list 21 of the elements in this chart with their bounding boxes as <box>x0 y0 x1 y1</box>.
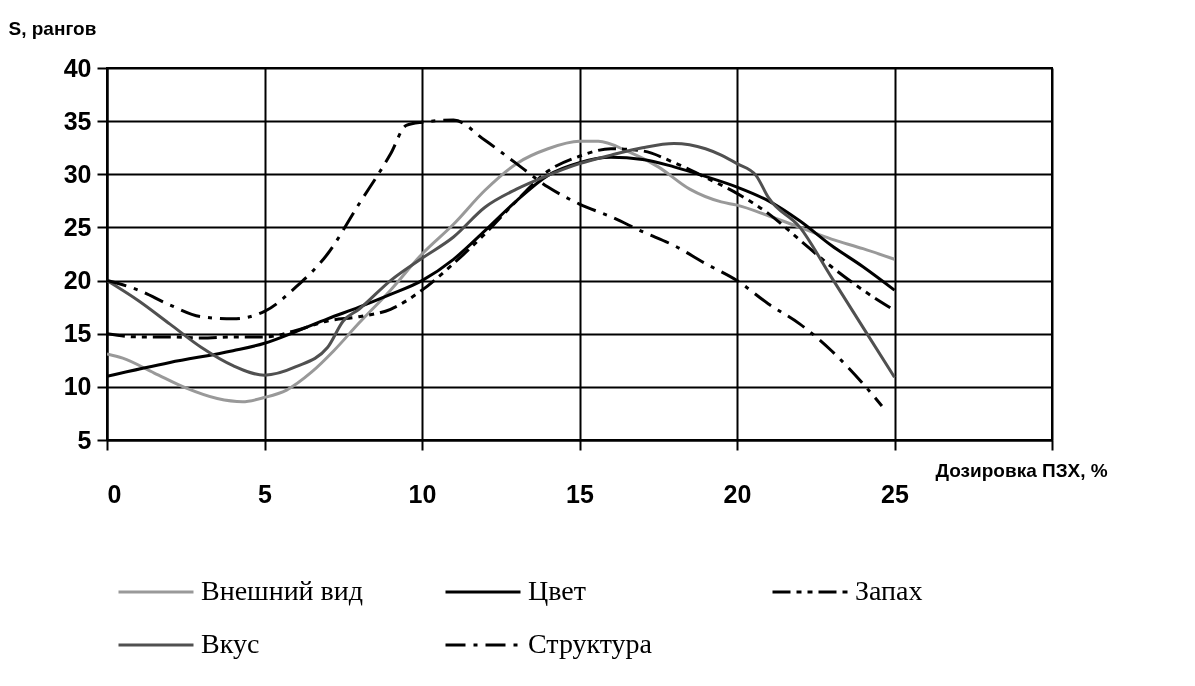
y-tick-label: 40 <box>63 53 92 82</box>
x-tick-label: 20 <box>723 479 752 508</box>
y-tick-label: 25 <box>63 212 92 241</box>
legend-label: Внешний вид <box>201 575 364 606</box>
legend-label: Структура <box>528 628 653 659</box>
x-tick-label: 25 <box>881 479 909 508</box>
x-tick-label: 5 <box>258 479 273 508</box>
y-axis-title: S, рангов <box>8 17 97 39</box>
x-tick-label: 10 <box>408 479 437 508</box>
legend-label: Запах <box>855 575 923 606</box>
y-tick-label: 10 <box>63 372 92 401</box>
y-tick-label: 15 <box>63 319 92 348</box>
y-tick-label: 35 <box>63 106 92 135</box>
x-axis-title: Дозировка ПЗХ, % <box>935 459 1108 481</box>
y-tick-label: 30 <box>63 159 92 188</box>
y-tick-label: 5 <box>77 425 92 454</box>
legend-label: Вкус <box>201 628 260 659</box>
x-tick-label: 15 <box>566 479 594 508</box>
x-tick-label: 0 <box>107 479 122 508</box>
legend-label: Цвет <box>528 575 586 606</box>
y-tick-label: 20 <box>63 266 92 295</box>
